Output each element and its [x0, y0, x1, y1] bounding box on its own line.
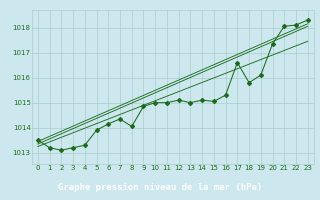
Text: Graphe pression niveau de la mer (hPa): Graphe pression niveau de la mer (hPa): [58, 183, 262, 192]
